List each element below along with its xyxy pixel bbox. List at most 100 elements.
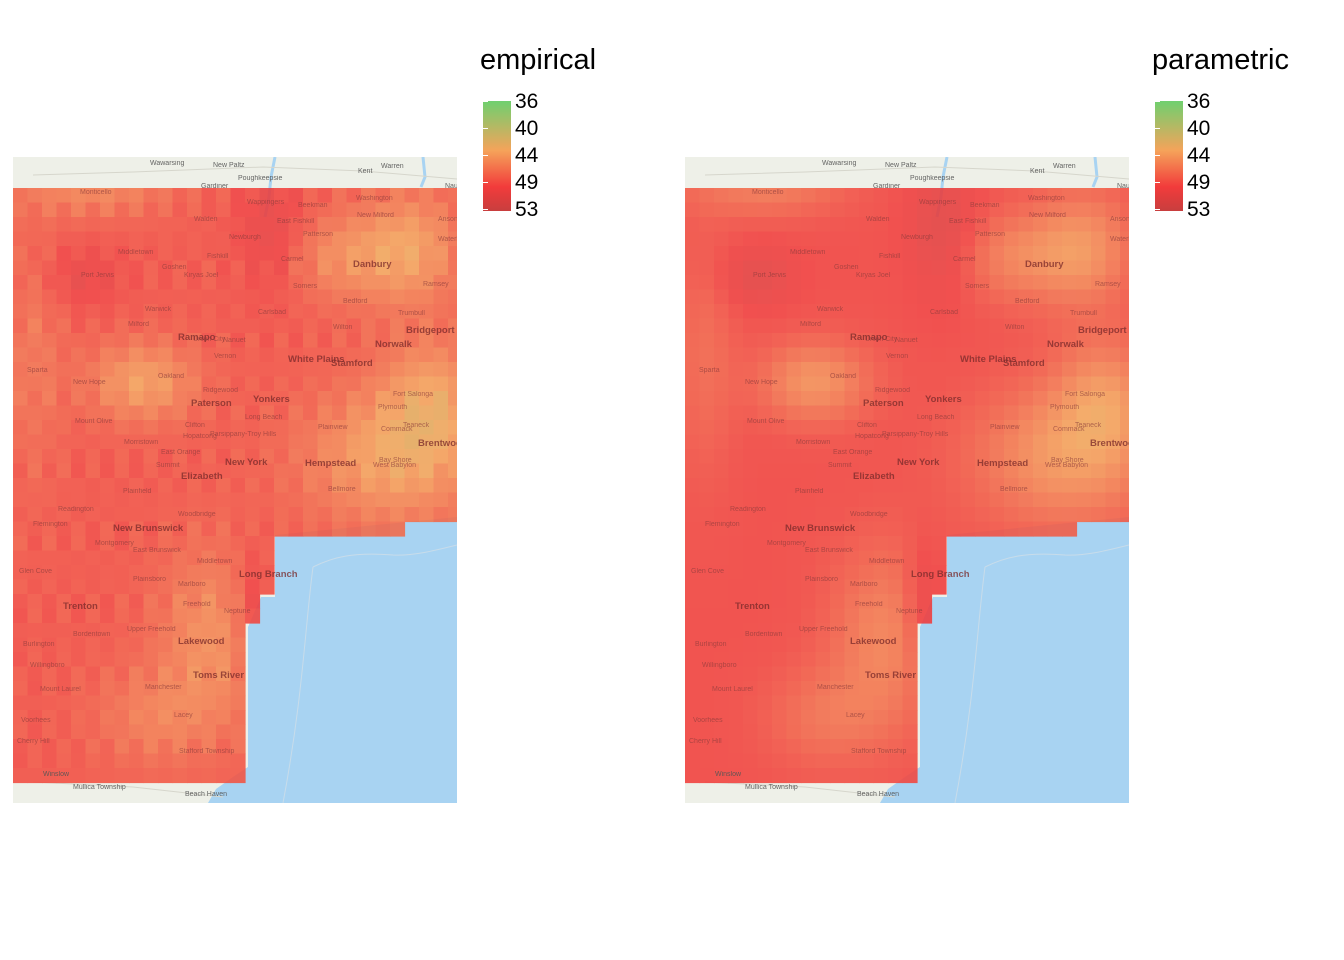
raster-cell	[42, 710, 58, 726]
raster-cell	[42, 434, 58, 450]
raster-cell	[902, 304, 918, 320]
map-label-town: New Milford	[357, 212, 394, 219]
raster-cell	[419, 405, 435, 421]
raster-cell	[129, 637, 145, 653]
raster-cell	[216, 652, 232, 668]
raster-cell	[27, 565, 43, 581]
raster-cell	[685, 536, 701, 552]
raster-cell	[989, 275, 1005, 291]
raster-cell	[830, 260, 846, 276]
raster-cell	[772, 463, 788, 479]
raster-cell	[100, 724, 116, 740]
raster-cell	[259, 246, 275, 262]
raster-cell	[714, 550, 730, 566]
raster-cell	[245, 521, 261, 537]
raster-cell	[1076, 246, 1092, 262]
raster-cell	[960, 376, 976, 392]
raster-cell	[743, 565, 759, 581]
map-label-town: Summit	[828, 462, 852, 469]
raster-cell	[288, 231, 304, 247]
raster-cell	[830, 333, 846, 349]
raster-cell	[390, 391, 406, 407]
raster-cell	[114, 188, 130, 204]
raster-cell	[85, 275, 101, 291]
raster-cell	[786, 405, 802, 421]
raster-cell	[801, 202, 817, 218]
raster-cell	[187, 753, 203, 769]
raster-cell	[375, 304, 391, 320]
raster-cell	[917, 275, 933, 291]
raster-cell	[13, 768, 29, 784]
map-parametric[interactable]: Danbury Norwalk Bridgeport Stamford Ramapo Wh…	[685, 157, 1129, 803]
raster-cell	[288, 188, 304, 204]
raster-cell	[975, 449, 991, 465]
raster-cell	[317, 376, 333, 392]
raster-cell	[114, 217, 130, 233]
raster-cell	[158, 681, 174, 697]
raster-cell	[42, 391, 58, 407]
raster-cell	[56, 333, 72, 349]
raster-cell	[815, 681, 831, 697]
map-empirical[interactable]: Danbury Norwalk Bridgeport Stamford Ramapo Wh…	[13, 157, 457, 803]
raster-cell	[873, 217, 889, 233]
raster-cell	[216, 666, 232, 682]
raster-cell	[1076, 405, 1092, 421]
raster-cell	[801, 188, 817, 204]
raster-cell	[917, 507, 933, 523]
raster-cell	[13, 652, 29, 668]
raster-cell	[201, 492, 217, 508]
raster-cell	[201, 507, 217, 523]
raster-cell	[375, 231, 391, 247]
raster-cell	[42, 405, 58, 421]
raster-cell	[332, 289, 348, 305]
raster-cell	[71, 188, 87, 204]
raster-cell	[172, 579, 188, 595]
map-label-town: Ridgewood	[203, 387, 238, 394]
raster-cell	[917, 333, 933, 349]
raster-cell	[288, 434, 304, 450]
raster-cell	[873, 753, 889, 769]
raster-cell	[71, 260, 87, 276]
raster-cell	[830, 449, 846, 465]
raster-cell	[1076, 420, 1092, 436]
raster-cell	[743, 376, 759, 392]
map-label-town: Bordentown	[745, 631, 782, 638]
raster-cell	[685, 739, 701, 755]
raster-cell	[699, 478, 715, 494]
raster-cell	[216, 376, 232, 392]
raster-cell	[917, 318, 933, 334]
raster-cell	[699, 753, 715, 769]
raster-cell	[56, 739, 72, 755]
raster-cell	[390, 217, 406, 233]
raster-cell	[114, 318, 130, 334]
raster-cell	[830, 724, 846, 740]
raster-cell	[743, 318, 759, 334]
raster-cell	[1076, 391, 1092, 407]
raster-cell	[172, 420, 188, 436]
raster-cell	[989, 304, 1005, 320]
raster-cell	[230, 753, 246, 769]
raster-cell	[303, 260, 319, 276]
raster-cell	[158, 695, 174, 711]
raster-cell	[27, 347, 43, 363]
raster-cell	[143, 362, 159, 378]
raster-cell	[1105, 362, 1121, 378]
raster-cell	[158, 231, 174, 247]
raster-cell	[404, 362, 420, 378]
raster-cell	[1047, 246, 1063, 262]
raster-cell	[56, 753, 72, 769]
raster-cell	[129, 536, 145, 552]
raster-cell	[1091, 217, 1107, 233]
raster-cell	[13, 623, 29, 639]
raster-cell	[685, 753, 701, 769]
raster-cell	[419, 289, 435, 305]
raster-cell	[375, 434, 391, 450]
raster-cell	[786, 420, 802, 436]
raster-cell	[902, 449, 918, 465]
raster-cell	[873, 710, 889, 726]
raster-cell	[873, 739, 889, 755]
raster-cell	[114, 347, 130, 363]
raster-cell	[873, 594, 889, 610]
raster-cell	[960, 521, 976, 537]
raster-cell	[259, 420, 275, 436]
